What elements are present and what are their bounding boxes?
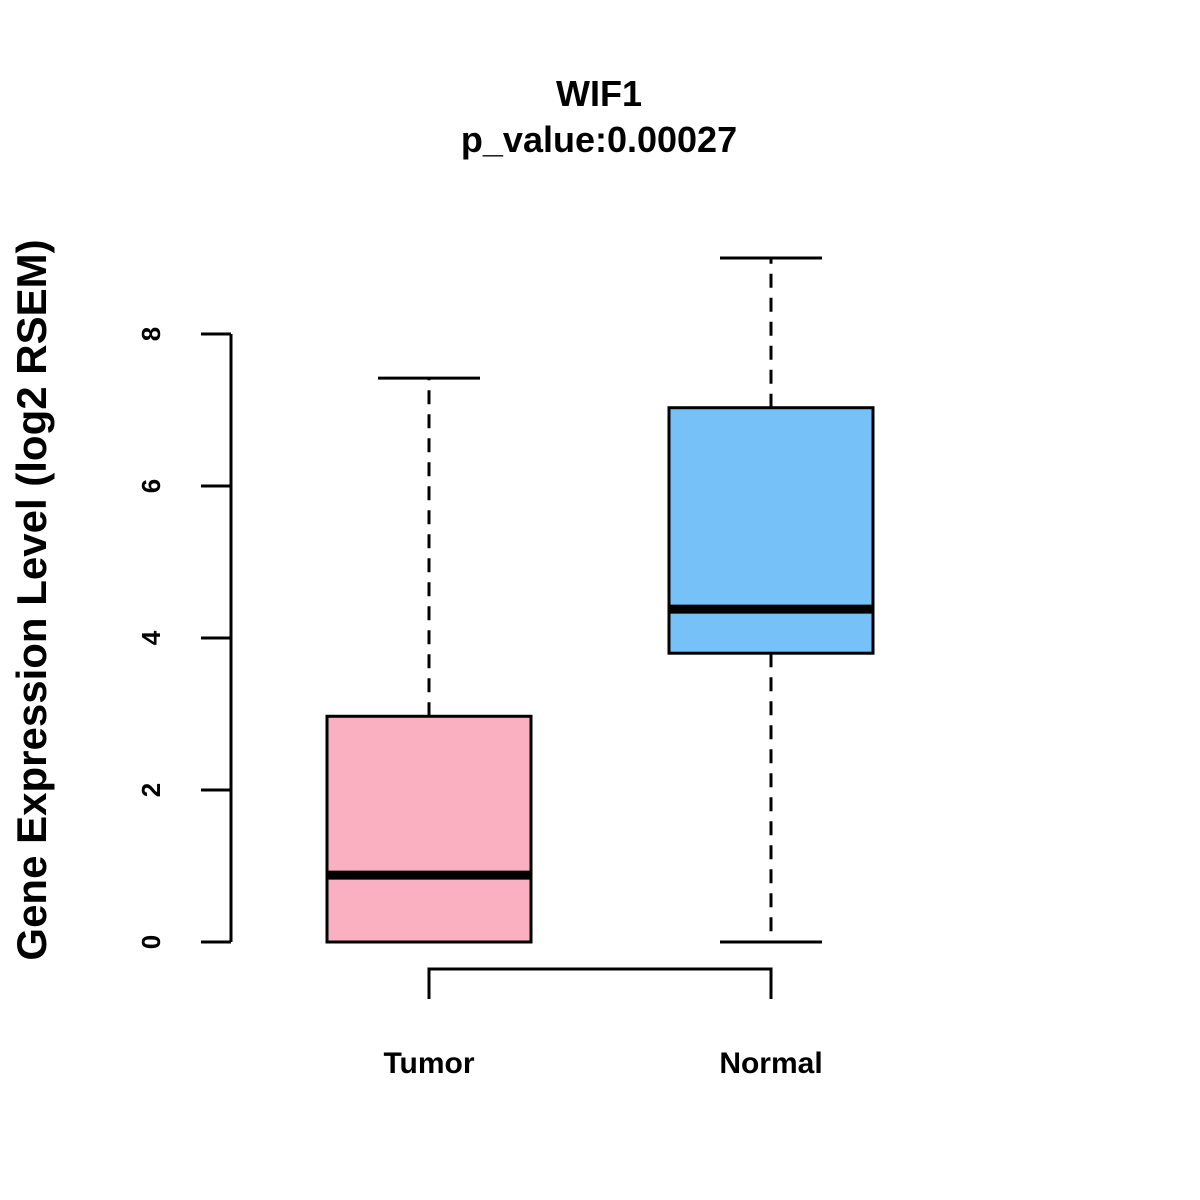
bracket-line: [427, 967, 773, 999]
iqr-box: [667, 406, 875, 655]
significance-bracket: [427, 967, 773, 999]
y-tick-label: 4: [136, 630, 166, 645]
y-tick-label: 6: [136, 479, 166, 493]
y-tick-label: 0: [136, 935, 166, 949]
x-category-label: Normal: [719, 1047, 822, 1080]
boxes: [325, 256, 875, 944]
y-axis-title: Gene Expression Level (log2 RSEM): [8, 239, 55, 960]
y-tick-label: 8: [136, 327, 166, 341]
y-tick-label: 2: [136, 783, 166, 797]
y-axis: 0 2 4 6 8: [136, 327, 233, 949]
box-normal: [667, 256, 875, 944]
chart-subtitle: p_value:0.00027: [461, 119, 737, 160]
chart-title: WIF1: [556, 73, 642, 114]
x-axis-labels: Tumor Normal: [383, 1047, 822, 1080]
iqr-box: [325, 714, 533, 944]
x-category-label: Tumor: [383, 1047, 474, 1080]
box-tumor: [325, 376, 533, 944]
